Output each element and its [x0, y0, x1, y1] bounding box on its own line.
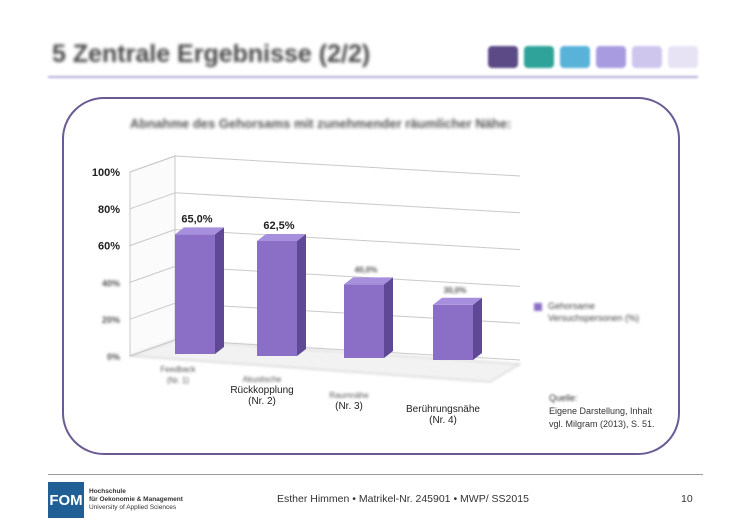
slide-title: 5 Zentrale Ergebnisse (2/2)	[52, 40, 371, 68]
bar	[344, 277, 393, 358]
data-labels: 65,0% 62,5% 40,0% 30,0%	[181, 213, 466, 294]
footer-separator: •	[352, 493, 356, 505]
footer-semester: MWP/ SS2015	[460, 493, 529, 505]
x-axis-labels: Feedback(Nr. 1) AkustischeRückkopplung(Nr…	[160, 365, 480, 426]
chart-bars	[175, 227, 482, 360]
gridline	[174, 155, 521, 177]
x-tick-label: Raumnähe(Nr. 3)	[329, 391, 369, 412]
footer-matrikel: Matrikel-Nr. 245901	[358, 493, 451, 505]
fom-logo: FOM Hochschule für Oekonomie & Managemen…	[48, 482, 183, 518]
bar-side	[297, 234, 306, 356]
source-line: vgl. Milgram (2013), S. 51.	[549, 419, 655, 429]
bar-top	[257, 234, 306, 241]
page-number: 10	[681, 493, 693, 505]
x-tick-label-line: (Nr. 4)	[429, 415, 457, 426]
y-tick-label: 0%	[107, 352, 120, 362]
chart-legend: Gehorsame Versuchspersonen (%)	[534, 300, 668, 324]
bar-top	[433, 297, 482, 305]
gridline	[129, 155, 176, 173]
gridline	[174, 192, 521, 214]
gridline	[129, 265, 176, 283]
x-tick-label-line: Berührungsnähe	[406, 404, 480, 415]
bar-side	[384, 277, 393, 358]
gridline	[129, 192, 176, 210]
x-tick-label-line: Akustische	[243, 375, 282, 384]
bar	[257, 234, 306, 356]
y-tick-label: 20%	[102, 315, 120, 325]
source-heading: Quelle:	[549, 393, 578, 403]
x-tick-label-line: Rückkopplung	[230, 385, 293, 396]
x-tick-label: Berührungsnähe(Nr. 4)	[406, 404, 480, 426]
bar-front	[433, 304, 473, 360]
x-tick-label-line: (Nr. 2)	[248, 396, 276, 407]
gridline	[129, 229, 176, 247]
data-label: 62,5%	[263, 220, 294, 232]
title-divider	[48, 76, 698, 78]
y-tick-label: 100%	[92, 167, 120, 179]
swatch	[524, 46, 554, 68]
bar	[433, 297, 482, 360]
chart-title: Abnahme des Gehorsams mit zunehmender rä…	[130, 116, 512, 131]
source-note: Quelle: Eigene Darstellung, Inhalt vgl. …	[549, 392, 669, 431]
color-swatches	[488, 46, 698, 68]
bar-top	[344, 277, 393, 285]
bar-side	[215, 227, 224, 354]
gridline	[129, 302, 176, 320]
footer-separator: •	[453, 493, 458, 505]
chart-side-wall	[129, 155, 176, 357]
data-label: 65,0%	[181, 213, 212, 225]
logo-text: Hochschule für Oekonomie & Management Un…	[89, 488, 183, 512]
logo-line: University of Applied Sciences	[89, 504, 177, 511]
logo-mark: FOM	[48, 482, 84, 518]
legend-swatch	[534, 303, 542, 311]
bar-side	[473, 297, 482, 360]
swatch	[632, 46, 662, 68]
x-tick-label-line: Raumnähe	[329, 391, 369, 400]
swatch	[560, 46, 590, 68]
bar-front	[344, 284, 384, 358]
bar-front	[175, 234, 215, 354]
gridline	[129, 339, 176, 357]
swatch	[596, 46, 626, 68]
swatch	[668, 46, 698, 68]
bar	[175, 227, 224, 354]
y-tick-label: 40%	[102, 278, 120, 288]
footer-divider	[48, 474, 703, 475]
data-label: 30,0%	[444, 286, 467, 295]
footer-info: Esther Himmen • Matrikel-Nr. 245901 • MW…	[277, 493, 529, 505]
source-line: Eigene Darstellung, Inhalt	[549, 406, 653, 416]
x-tick-label-line: (Nr. 1)	[167, 376, 190, 385]
logo-line: für Oekonomie & Management	[89, 496, 183, 503]
footer-author: Esther Himmen	[277, 493, 350, 505]
bar-top	[175, 227, 224, 235]
x-tick-label-line: Feedback	[160, 365, 196, 374]
y-axis-labels: 0% 20% 40% 60% 80% 100%	[92, 167, 120, 362]
data-label: 40,0%	[355, 265, 378, 274]
bar-front	[257, 241, 297, 356]
x-tick-label: Feedback (Nr. 1)	[160, 365, 196, 385]
chart-frame	[62, 97, 680, 455]
logo-line: Hochschule	[89, 488, 126, 495]
legend-label: Gehorsame Versuchspersonen (%)	[548, 301, 640, 323]
gridline	[174, 265, 521, 287]
swatch	[488, 46, 518, 68]
gridline	[174, 229, 521, 251]
y-tick-label: 60%	[98, 241, 120, 253]
x-tick-label-line: (Nr. 3)	[335, 401, 363, 412]
y-tick-label: 80%	[98, 204, 120, 216]
